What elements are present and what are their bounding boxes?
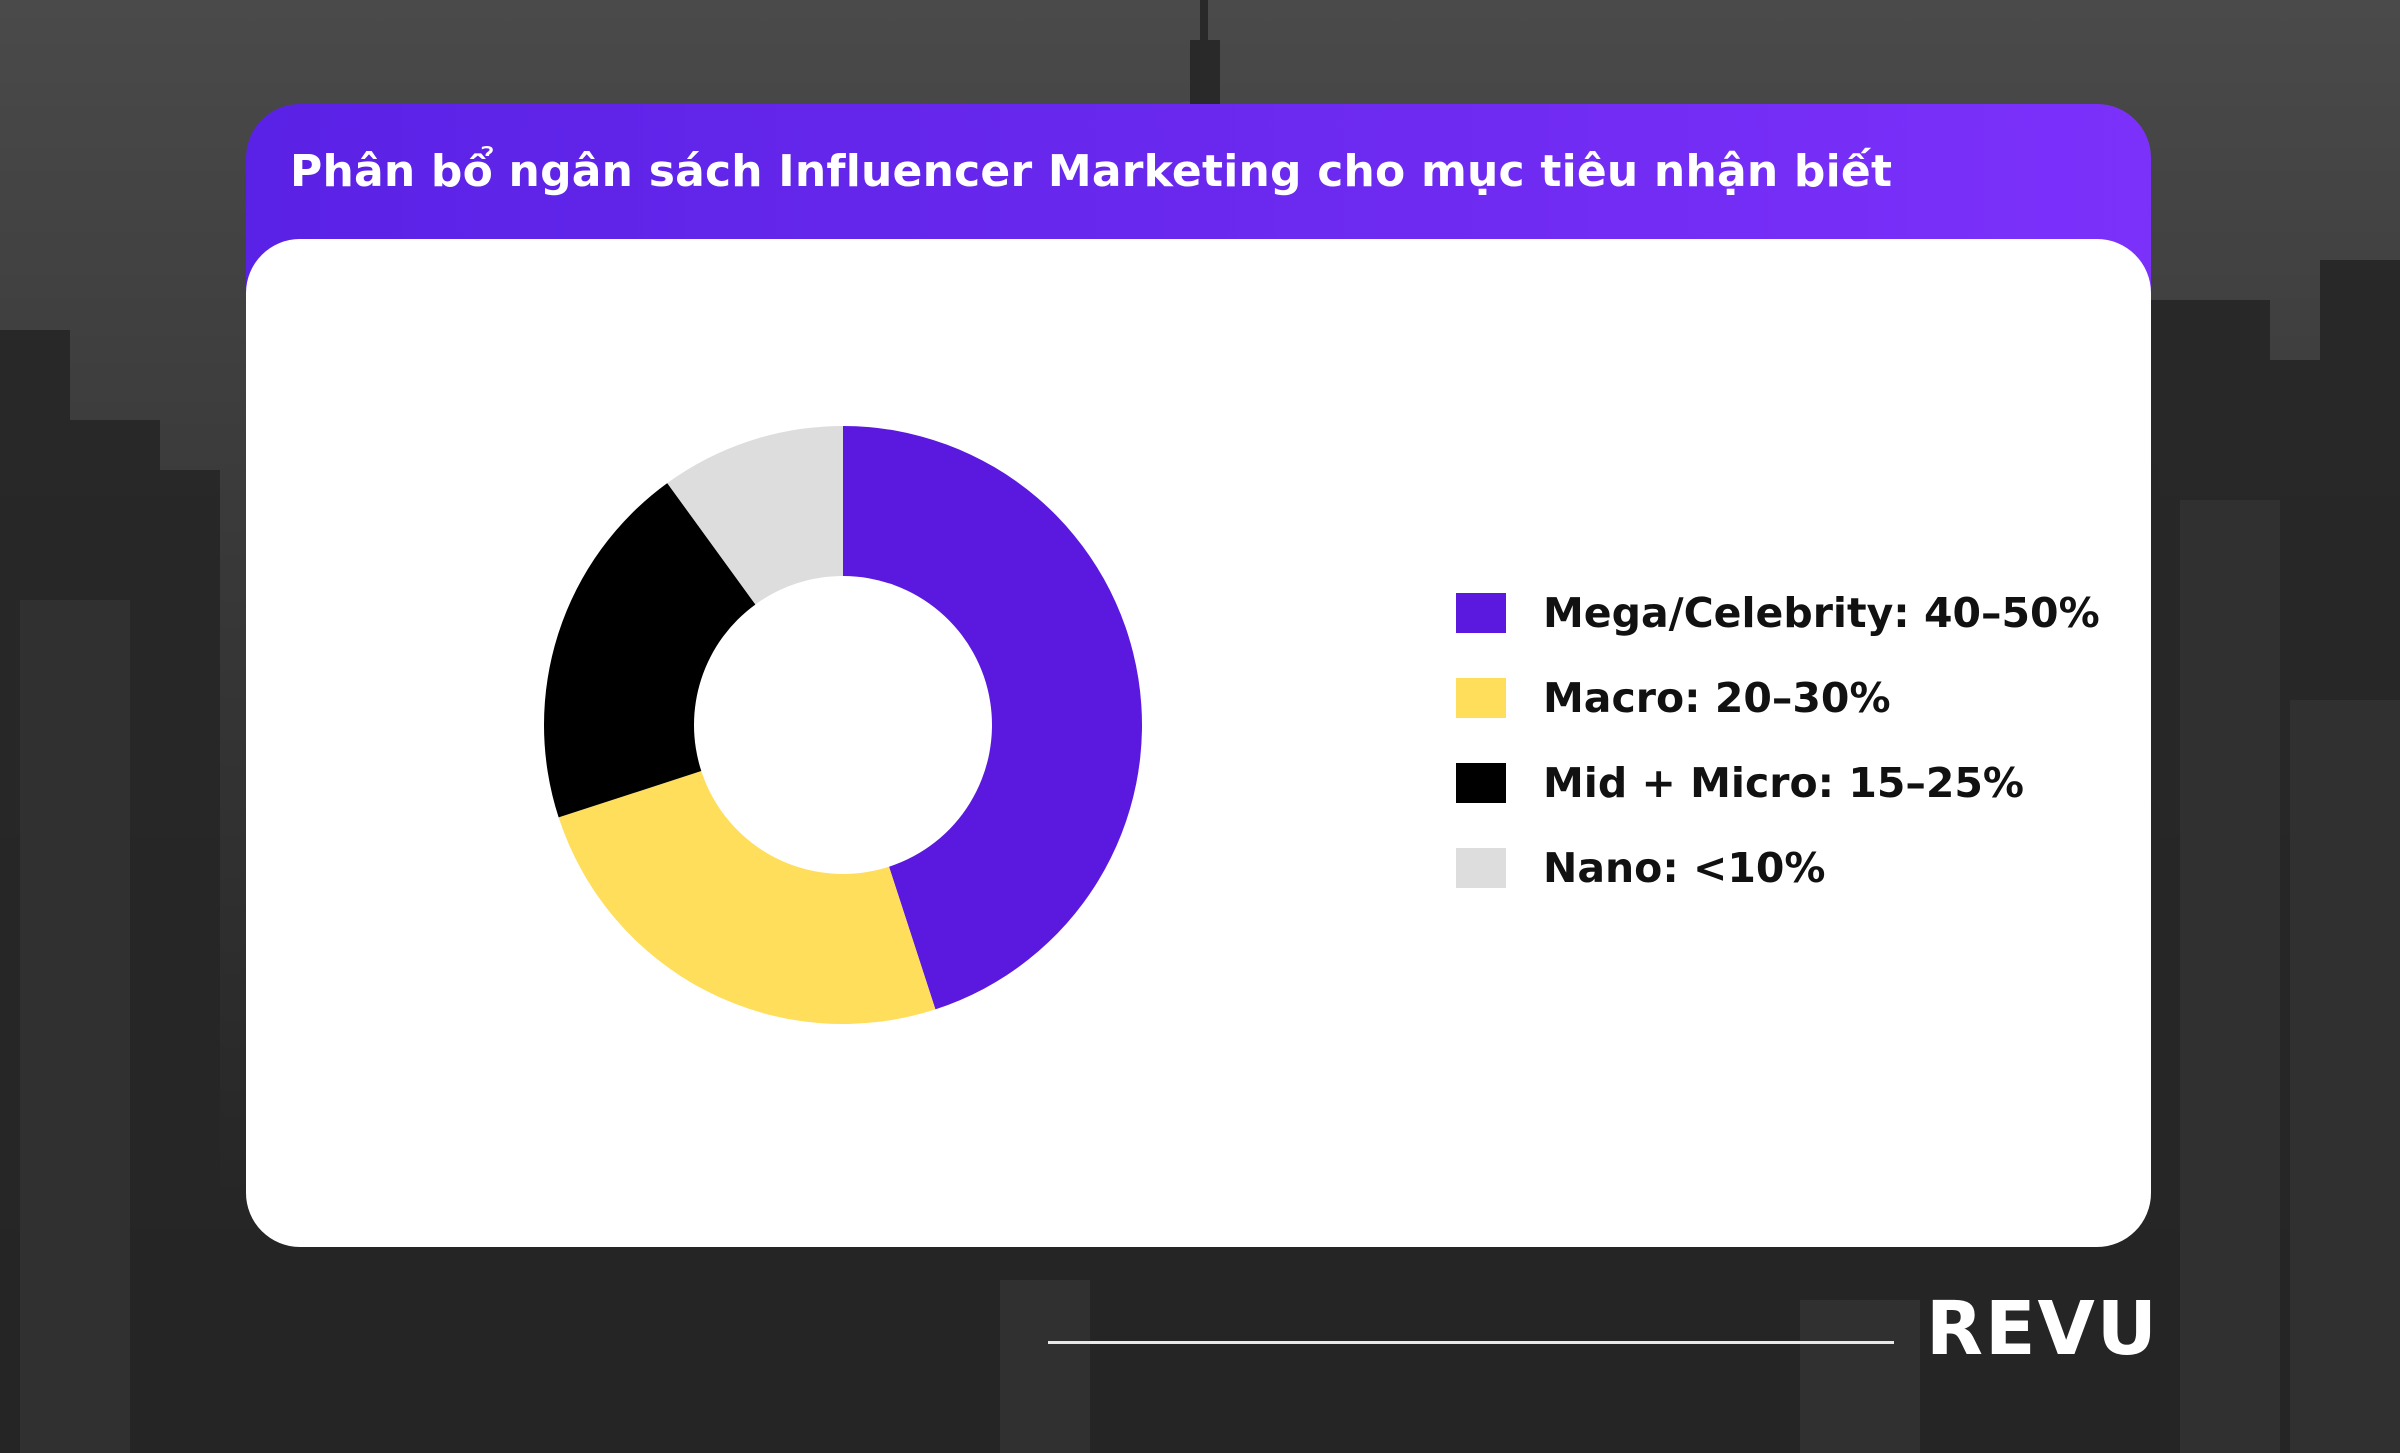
donut-slice-nano [667,426,843,605]
legend-swatch [1456,847,1506,888]
legend-label: Macro: 20–30% [1543,673,1891,722]
donut-slice-mega-celebrity [843,426,1142,1010]
revu-logo: REVU [1926,1286,2159,1372]
chart-title: Phân bổ ngân sách Influencer Marketing c… [290,146,1893,197]
legend-label: Mid + Micro: 15–25% [1543,758,2025,807]
brand-divider [1048,1341,1894,1344]
legend-item-mid-micro: Mid + Micro: 15–25% [1456,740,2100,825]
legend-label: Nano: <10% [1543,843,1826,892]
legend-item-macro: Macro: 20–30% [1456,655,2100,740]
donut-chart [544,426,1142,1024]
legend-swatch [1456,677,1506,718]
legend-label: Mega/Celebrity: 40–50% [1543,588,2100,637]
legend-swatch [1456,592,1506,633]
donut-slice-mid-micro [544,483,756,818]
legend-swatch [1456,762,1506,803]
legend-item-mega-celebrity: Mega/Celebrity: 40–50% [1456,570,2100,655]
donut-slice-macro [558,771,936,1024]
legend-item-nano: Nano: <10% [1456,825,2100,910]
chart-legend: Mega/Celebrity: 40–50% Macro: 20–30% Mid… [1456,570,2100,910]
